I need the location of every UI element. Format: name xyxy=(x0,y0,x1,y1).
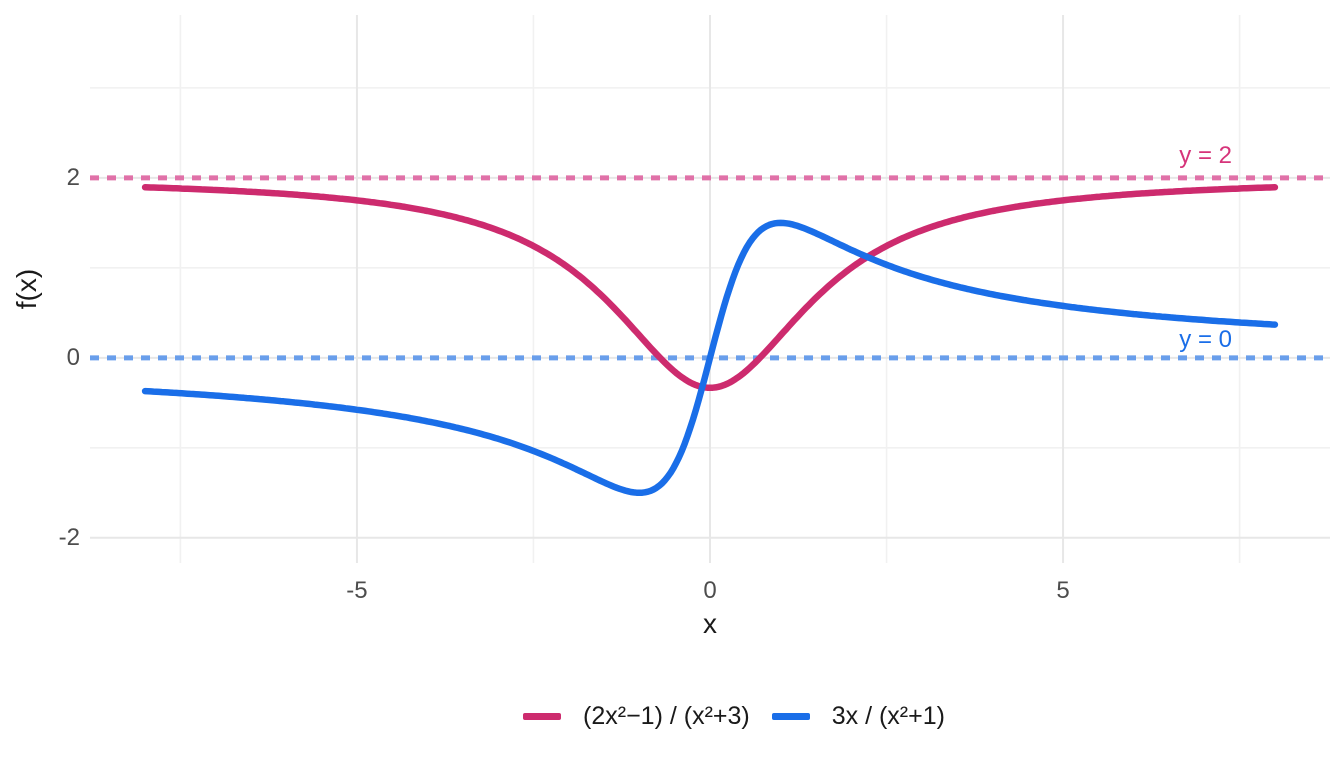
asymptote-label-y2: y = 2 xyxy=(1179,142,1232,169)
x-tick-label-5: 5 xyxy=(1056,577,1070,604)
legend-item-series1: (2x²−1) / (x²+3) xyxy=(523,702,750,731)
plot-canvas xyxy=(90,15,1330,563)
y-tick-label-0: 0 xyxy=(66,343,80,371)
legend-swatch-series2 xyxy=(771,712,810,720)
x-tick-label--5: -5 xyxy=(346,577,368,604)
curve-series2 xyxy=(141,219,1279,497)
y-axis-title: f(x) xyxy=(11,268,42,310)
curve-series1 xyxy=(141,184,1279,392)
x-axis-title: x xyxy=(703,608,717,639)
legend: (2x²−1) / (x²+3) 3x / (x²+1) xyxy=(114,698,1344,734)
legend-swatch-series1 xyxy=(523,712,562,720)
y-tick-label--2: -2 xyxy=(58,523,80,551)
asymptote-label-y0: y = 0 xyxy=(1179,326,1232,353)
x-tick-label-0: 0 xyxy=(703,577,717,604)
legend-item-series2: 3x / (x²+1) xyxy=(771,701,945,731)
y-tick-label-2: 2 xyxy=(66,163,80,191)
legend-label-series2: 3x / (x²+1) xyxy=(831,701,945,730)
legend-label-series1: (2x²−1) / (x²+3) xyxy=(583,701,750,730)
